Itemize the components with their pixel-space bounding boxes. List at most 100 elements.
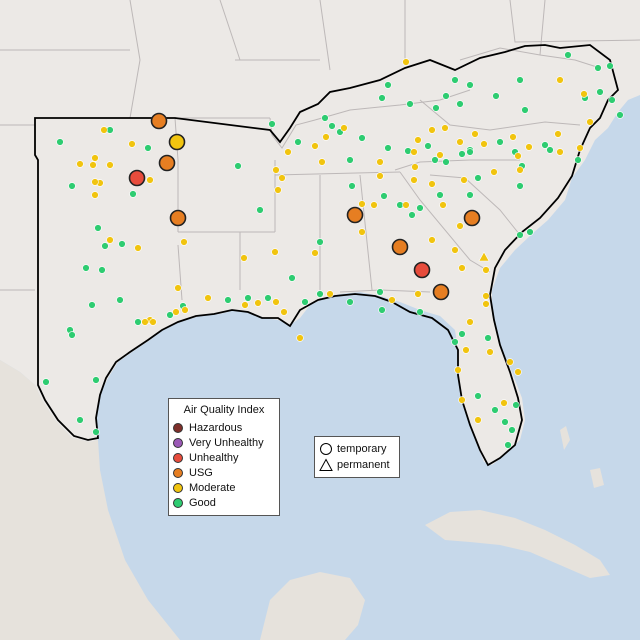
good-monitor [416, 204, 424, 212]
good-monitor [294, 138, 302, 146]
moderate-monitor [76, 160, 84, 168]
moderate-monitor [272, 166, 280, 174]
good-monitor [116, 296, 124, 304]
good-monitor [466, 148, 474, 156]
good-monitor [301, 298, 309, 306]
moderate-monitor [482, 292, 490, 300]
permanent-moderate-monitor [478, 251, 490, 262]
moderate-swatch [173, 483, 183, 493]
moderate-monitor [280, 308, 288, 316]
good-monitor [346, 156, 354, 164]
good-monitor [129, 190, 137, 198]
good-monitor [264, 294, 272, 302]
moderate-monitor [456, 222, 464, 230]
moderate-monitor [480, 140, 488, 148]
good-monitor [134, 318, 142, 326]
legend-item-very-unhealthy: Very Unhealthy [173, 436, 264, 450]
moderate-monitor [410, 148, 418, 156]
good-monitor [118, 240, 126, 248]
moderate-monitor [271, 248, 279, 256]
moderate-monitor [322, 133, 330, 141]
good-monitor [474, 392, 482, 400]
highlighted-monitors [128, 112, 490, 301]
good-monitor [492, 92, 500, 100]
good-monitor [88, 301, 96, 309]
moderate-monitor [358, 228, 366, 236]
good-monitor [406, 100, 414, 108]
moderate-monitor [471, 130, 479, 138]
unhealthy-swatch [173, 453, 183, 463]
moderate-monitor [509, 133, 517, 141]
good-monitor [76, 416, 84, 424]
moderate-monitor [410, 176, 418, 184]
moderate-monitor [414, 136, 422, 144]
good-monitor [484, 334, 492, 342]
moderate-monitor [580, 90, 588, 98]
legend-item-permanent: permanent [319, 458, 390, 472]
moderate-monitor [91, 178, 99, 186]
moderate-monitors [76, 58, 594, 424]
good-monitor [234, 162, 242, 170]
good-monitor [458, 150, 466, 158]
moderate-monitor [451, 246, 459, 254]
moderate-monitor [91, 154, 99, 162]
good-monitor [501, 418, 509, 426]
usg-monitor [391, 238, 409, 256]
moderate-monitor [586, 118, 594, 126]
good-monitor [256, 206, 264, 214]
good-monitor [516, 182, 524, 190]
moderate-monitor [106, 236, 114, 244]
very-unhealthy-swatch [173, 438, 183, 448]
legend-label: Moderate [189, 482, 236, 494]
good-monitor [596, 88, 604, 96]
moderate-monitor [204, 294, 212, 302]
legend-item-unhealthy: Unhealthy [173, 451, 239, 465]
legend-label: Hazardous [189, 422, 243, 434]
moderate-monitor [439, 201, 447, 209]
good-monitor [328, 122, 336, 130]
unhealthy-monitor [128, 169, 146, 187]
moderate-monitor [466, 318, 474, 326]
legend-item-hazardous: Hazardous [173, 421, 242, 435]
good-monitor [541, 141, 549, 149]
usg-swatch [173, 468, 183, 478]
legend-label: Unhealthy [189, 452, 239, 464]
moderate-monitor [149, 318, 157, 326]
good-monitor [574, 156, 582, 164]
good-monitor [244, 294, 252, 302]
good-monitor [512, 401, 520, 409]
moderate-monitor [370, 201, 378, 209]
good-monitors [42, 51, 624, 449]
moderate-monitor [525, 143, 533, 151]
moderate-monitor [556, 76, 564, 84]
good-monitor [456, 100, 464, 108]
moderate-monitor [106, 161, 114, 169]
good-monitor [408, 211, 416, 219]
moderate-monitor [128, 140, 136, 148]
moderate-monitor [240, 254, 248, 262]
moderate-monitor [506, 358, 514, 366]
good-monitor [68, 331, 76, 339]
circle-icon [320, 443, 332, 455]
good-monitor [384, 81, 392, 89]
good-monitor [288, 274, 296, 282]
good-monitor [82, 264, 90, 272]
moderate-monitor [254, 299, 262, 307]
good-monitor [166, 311, 174, 319]
good-monitor [56, 138, 64, 146]
moderate-monitor [340, 124, 348, 132]
legend-label: USG [189, 467, 213, 479]
good-monitor [92, 376, 100, 384]
cuba-landmass [425, 510, 610, 578]
moderate-monitor [462, 346, 470, 354]
moderate-monitor [274, 186, 282, 194]
legend-label: Good [189, 497, 216, 509]
good-monitor [42, 378, 50, 386]
moderate-monitor [311, 142, 319, 150]
mexico-landmass [0, 360, 180, 640]
aqi-legend: Air Quality Index Hazardous Very Unhealt… [168, 398, 280, 516]
moderate-monitor [284, 148, 292, 156]
good-monitor [378, 306, 386, 314]
moderate-monitor-large [168, 133, 186, 151]
